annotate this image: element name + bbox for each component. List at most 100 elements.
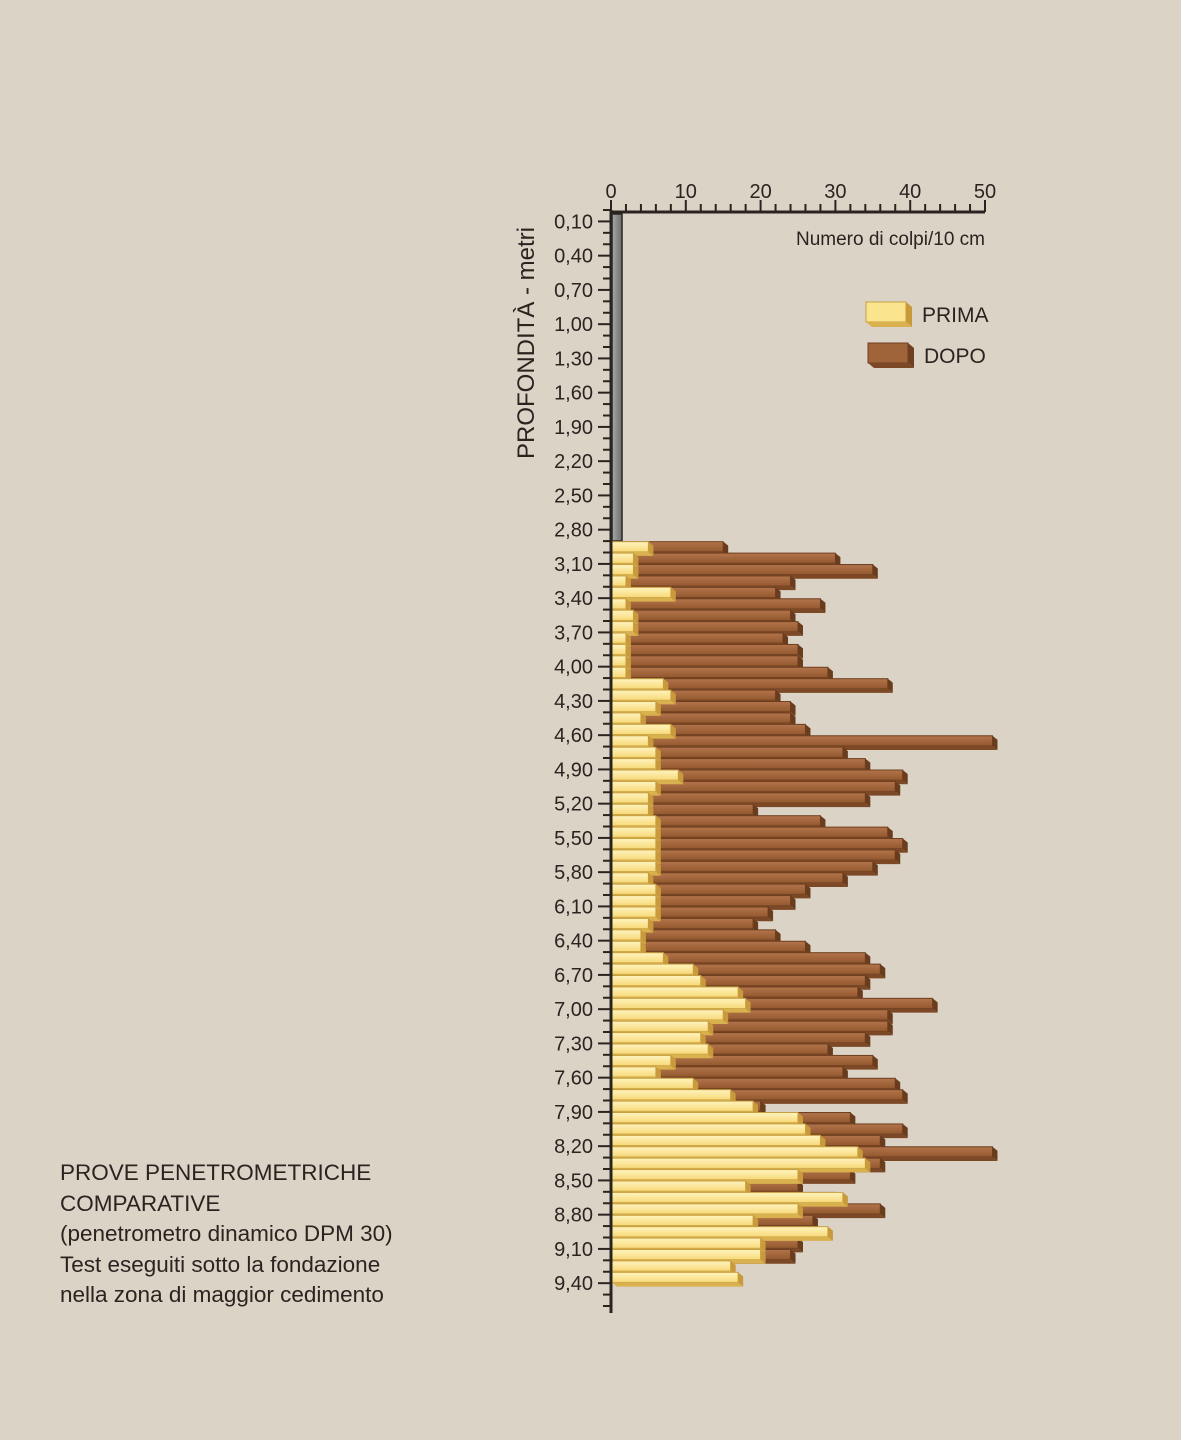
bar-prima-side [798,1112,803,1127]
bar-dopo-side [895,849,901,865]
bar-prima-side [738,986,744,1002]
y-tick-labels: 0,10 0,40 0,70 1,00 1,30 1,60 1,90 2,20 2,50 2,80… [554,211,593,1295]
bar-dopo-side [895,1078,901,1093]
bar-prima-bottom [612,1282,744,1287]
y-tick-label: 5,20 [554,794,593,816]
bar-prima-side [745,1181,751,1196]
y-axis-label: PROFONDITÀ - metri [513,227,540,459]
bar-prima-face [611,712,642,724]
bar-prima-face [611,1146,859,1158]
bar-prima-face [611,1032,702,1044]
bar-prima-face [611,1089,732,1101]
bar-prima-side [648,541,654,556]
y-tick-label: 7,30 [554,1033,593,1055]
bar-dopo-side [857,986,863,1002]
bar-prima-face [611,1123,806,1135]
bar-dopo-side [790,610,796,625]
bar-prima [611,655,631,671]
y-tick-label: 0,40 [554,246,593,268]
bar-prima-side [648,872,654,887]
bar-dopo-face [611,621,799,633]
y-tick-label: 0,70 [554,280,593,302]
bar-dopo-side [865,975,871,990]
bar-prima-face [611,997,747,1010]
x-tick-label: 10 [675,181,697,203]
bar-prima-face [611,678,664,690]
y-tick-label: 9,40 [554,1273,593,1295]
legend-swatch-prima-bottom [866,322,912,327]
caption-note-line1: Test eseguiti sotto la fondazione [60,1251,381,1277]
bar-prima-side [625,667,631,682]
bar-dopo-side [932,998,938,1013]
bar-prima-side [738,1272,744,1287]
bar-prima-side [820,1135,826,1150]
bar-prima-side [633,610,639,625]
y-tick-label: 3,40 [554,588,593,610]
bar-dopo-side [850,1169,856,1184]
y-tick-label: 8,20 [554,1136,593,1158]
caption-title-line1: PROVE PENETROMETRICHE [60,1160,372,1185]
bar-prima-side [798,1169,803,1184]
bar-prima-face [611,632,627,644]
bar-dopo-side [790,895,796,910]
bar-prima-side [655,907,661,922]
bar-prima-side [730,1260,736,1276]
bar-prima-face [611,723,672,736]
bar-prima-side [827,1226,833,1241]
legend-label-dopo: DOPO [924,345,986,368]
caption-subtitle: (penetrometro dinamico DPM 30) [60,1221,393,1246]
bar-dopo-side [842,872,848,887]
bar-dopo-side [798,1181,803,1196]
y-tick-label: 1,60 [554,383,593,405]
bar-dopo-side [865,1032,871,1047]
bar-dopo-side [798,1238,803,1253]
bar-prima-face [611,975,702,987]
bar-prima-face [611,621,634,633]
bar-dopo-side [805,941,811,956]
bar-dopo-face [611,655,799,667]
y-tick-label: 7,90 [554,1102,593,1124]
y-tick-label: 9,10 [554,1239,593,1261]
bar-prima-side [730,1089,736,1104]
legend-swatch-dopo [867,342,909,364]
bar-prima-face [611,689,672,701]
bar-prima-side [655,747,661,762]
bar-dopo-side [880,1135,886,1150]
chart-caption: PROVE PENETROMETRICHE COMPARATIVE (penet… [60,1158,500,1311]
bar-prima-face [611,735,649,747]
bar-prima-side [670,587,676,602]
bar-prima-face [611,1077,694,1089]
y-tick-label: 1,00 [554,314,593,336]
y-tick-label: 5,50 [554,828,593,850]
bar-prima-side [648,792,654,808]
y-tick-label: 4,30 [554,691,593,713]
bar-dopo-side [992,1146,998,1161]
bar-prima-side [633,621,639,636]
bar-prima-side [670,1055,676,1070]
bar-dopo-side [872,1055,878,1070]
bar-prima-side [640,941,646,956]
bar-prima-face [611,541,649,553]
legend-item-dopo: DOPO [867,342,986,368]
y-tick-label: 3,10 [554,554,593,576]
legend: PRIMA DOPO [865,301,989,368]
bar-prima-face [611,701,657,713]
bar-prima-side [670,690,676,705]
bar-prima-face [611,1112,799,1124]
y-ticks [598,209,611,1307]
bar-prima-side [655,827,661,842]
bar-dopo-side [887,827,893,842]
bar-prima-face [611,872,649,884]
x-axis-label: Numero di colpi/10 cm [796,229,985,250]
bar-prima-side [865,1158,871,1173]
bar-prima-face [611,883,657,895]
bar-dopo-side [798,621,803,636]
bar-prima-face [611,1043,709,1055]
bar-prima-side [648,804,654,819]
y-tick-label: 2,80 [554,520,593,542]
bar-prima-face [611,655,627,667]
bar-dopo-face [611,609,792,621]
bar-dopo-side [775,690,781,705]
bar-prima-face [611,860,657,873]
